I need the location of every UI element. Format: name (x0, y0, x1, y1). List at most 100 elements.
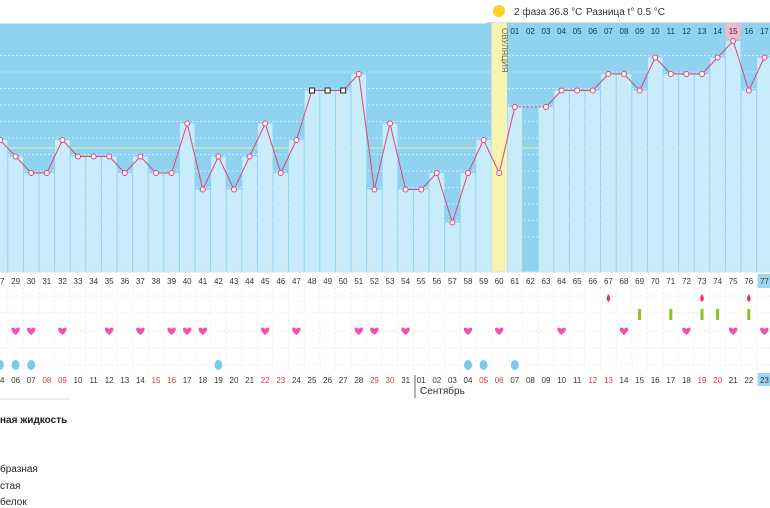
temperature-point (43, 170, 50, 176)
index-label: 49 (323, 277, 332, 286)
index-label: 55 (417, 277, 426, 286)
top-day-label: 08 (620, 27, 629, 36)
temperature-bar (367, 189, 382, 272)
temperature-line-segment (732, 40, 750, 91)
temperature-point-excluded (324, 87, 331, 94)
temperature-bar (554, 90, 569, 272)
date-label: 03 (448, 376, 457, 385)
index-label: 31 (42, 277, 51, 286)
date-label: 06 (11, 376, 20, 385)
heart-icon (11, 327, 20, 335)
temperature-line-segment (295, 90, 313, 141)
temperature-point (496, 170, 503, 176)
temperature-bar (632, 90, 647, 272)
temperature-bar (195, 189, 211, 272)
top-day-label: 03 (542, 27, 551, 36)
temperature-bar (725, 41, 741, 272)
temperature-bar (569, 90, 585, 272)
temperature-point (246, 153, 253, 160)
temperature-bar (382, 123, 398, 272)
temperature-bar (8, 156, 23, 272)
heart-icon (167, 327, 176, 335)
temperature-bar (304, 90, 320, 272)
top-day-label: 15 (729, 27, 738, 36)
temperature-line-segment (46, 139, 63, 174)
legend-item-egg-like[interactable]: бразная (0, 464, 38, 475)
temperature-point (589, 87, 596, 94)
temperature-bar (226, 189, 242, 272)
heart-icon (682, 327, 691, 335)
ovulation-label: ОВУЛЯЦИЯ (500, 28, 509, 73)
date-label: 15 (635, 376, 644, 385)
temperature-bar (351, 74, 367, 272)
temperature-bar (616, 74, 632, 272)
temperature-point (153, 170, 159, 176)
top-day-label: 01 (510, 27, 519, 36)
red-drop-icon (747, 294, 751, 302)
index-label: 52 (370, 277, 379, 286)
date-label: 06 (495, 376, 504, 385)
index-label: 45 (261, 277, 270, 286)
index-label: 59 (479, 277, 488, 286)
temperature-point (371, 186, 378, 193)
temperature-bar (585, 90, 601, 272)
legend-title: ная жидкость (0, 415, 68, 426)
temperature-point (465, 170, 471, 176)
date-label: 14 (136, 376, 145, 385)
date-label: 10 (557, 376, 566, 385)
temperature-bar (476, 140, 491, 272)
temperature-bar (117, 173, 133, 272)
temperature-bar (741, 90, 757, 272)
temperature-bar (101, 156, 117, 272)
temperature-point (543, 104, 549, 110)
temperature-point (699, 71, 705, 77)
temperature-point (667, 71, 674, 77)
index-label: 51 (354, 277, 363, 286)
index-label: 39 (167, 277, 176, 286)
date-label: 28 (354, 376, 363, 385)
heart-icon (370, 327, 379, 335)
index-label: 64 (557, 277, 566, 286)
temperature-point-excluded (309, 87, 315, 94)
date-label: 11 (573, 376, 582, 385)
date-label: 21 (729, 376, 738, 385)
heart-icon (261, 327, 270, 335)
date-label: 18 (682, 376, 691, 385)
temperature-bar (179, 123, 195, 272)
index-label: 74 (713, 277, 722, 286)
index-label: 33 (74, 277, 83, 286)
temperature-point (480, 137, 487, 143)
temperature-line-segment (467, 139, 485, 174)
index-label: 40 (183, 277, 192, 286)
index-label: 61 (510, 277, 519, 286)
legend-item-egg-white[interactable]: белок (0, 497, 27, 508)
temperature-line-segment (62, 139, 79, 157)
heart-icon (729, 327, 738, 335)
top-day-label: 05 (573, 27, 582, 36)
temperature-point (511, 104, 518, 110)
index-label: 72 (682, 277, 691, 286)
heart-icon (557, 327, 566, 335)
temperature-bar (507, 107, 523, 272)
date-label: 16 (651, 376, 660, 385)
index-label: 69 (635, 277, 644, 286)
legend-item-sticky[interactable]: стая (0, 481, 21, 492)
date-label: 04 (464, 376, 473, 385)
heart-icon (58, 327, 67, 335)
blue-drop-icon (214, 360, 223, 370)
temperature-line-segment (451, 172, 469, 223)
heart-icon (292, 327, 301, 335)
index-label: 38 (152, 277, 161, 286)
date-label: 17 (183, 376, 192, 385)
temperature-bar (601, 74, 616, 272)
temperature-point (277, 170, 284, 176)
temperature-point (90, 153, 97, 160)
phase-info-box: 2 фаза 36.8 °C Разница t° 0.5 °C (486, 0, 770, 23)
temperature-bar (663, 74, 679, 272)
temperature-line-segment (623, 73, 640, 91)
temperature-bar (398, 189, 413, 272)
temperature-line-segment (483, 139, 500, 174)
temperature-line-segment (280, 139, 297, 174)
temperature-line-segment (233, 156, 251, 190)
